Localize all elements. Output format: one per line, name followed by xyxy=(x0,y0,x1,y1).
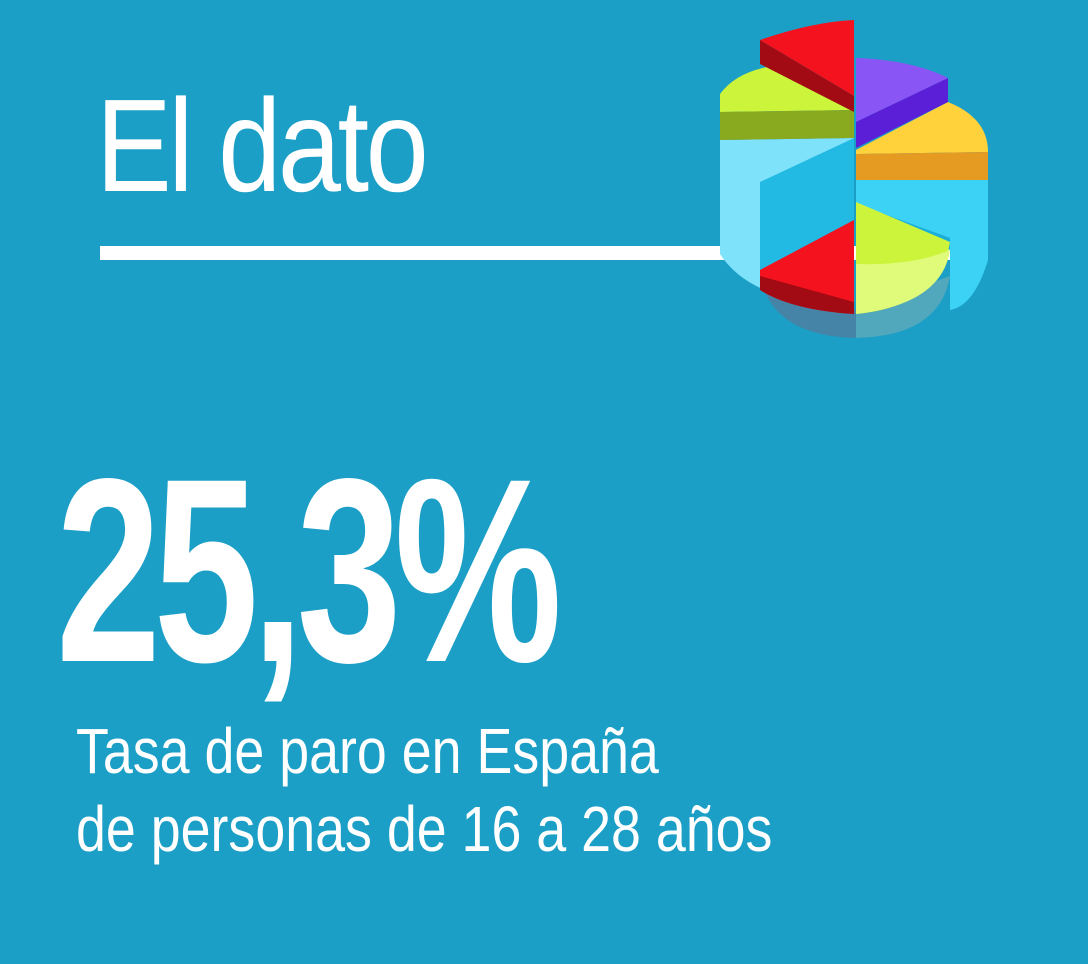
pie-slice-red-upper-side xyxy=(760,40,854,112)
pie-slice-yellow xyxy=(856,102,988,154)
pie-chart-3d-icon xyxy=(720,20,988,338)
pie-slice-lime-upper-side xyxy=(720,110,854,140)
caption-line-1: Tasa de paro en España xyxy=(76,715,659,787)
pie-slice-lime-upper xyxy=(720,66,854,112)
pie-slice-lime-lower-side xyxy=(856,250,950,314)
pie-slice-red-upper xyxy=(760,20,854,96)
unemployment-rate-value: 25,3% xyxy=(56,424,562,717)
unemployment-rate-caption: Tasa de paro en España de personas de 16… xyxy=(76,712,772,868)
pie-slice-purple-side xyxy=(856,78,948,148)
pie-slice-red-lower-side xyxy=(760,276,854,314)
caption-line-2: de personas de 16 a 28 años xyxy=(76,793,773,865)
pie-shadow-right xyxy=(856,276,950,338)
page-title: El dato xyxy=(96,72,429,219)
pie-slice-cyan-right xyxy=(856,178,988,310)
pie-slice-yellow-side xyxy=(856,152,988,180)
pie-slice-purple xyxy=(856,58,948,122)
